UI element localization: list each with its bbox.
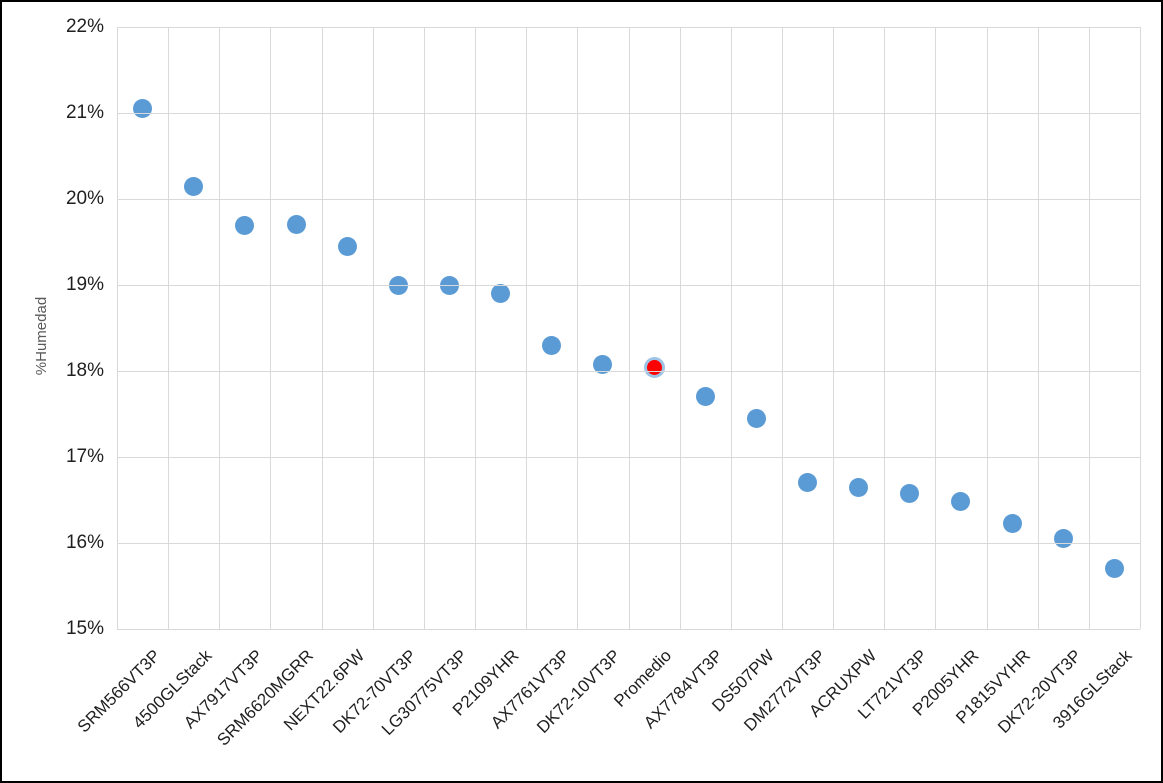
v-gridline — [475, 27, 476, 629]
v-gridline — [219, 27, 220, 629]
v-gridline — [731, 27, 732, 629]
data-point — [900, 483, 920, 503]
data-point — [235, 216, 255, 236]
data-point — [951, 492, 971, 512]
y-tick-label: 18% — [65, 360, 104, 381]
v-gridline — [168, 27, 169, 629]
v-gridline — [1038, 27, 1039, 629]
h-gridline — [117, 629, 1140, 630]
v-gridline — [680, 27, 681, 629]
v-gridline — [935, 27, 936, 629]
h-gridline — [117, 199, 1140, 200]
data-point — [184, 176, 204, 196]
v-gridline — [117, 27, 118, 629]
y-tick-label: 17% — [65, 446, 104, 467]
data-point — [286, 215, 306, 235]
data-point — [1053, 529, 1073, 549]
v-gridline — [1140, 27, 1141, 629]
h-gridline — [117, 457, 1140, 458]
v-gridline — [373, 27, 374, 629]
v-gridline — [322, 27, 323, 629]
v-gridline — [629, 27, 630, 629]
h-gridline — [117, 371, 1140, 372]
y-tick-label: 22% — [65, 16, 104, 37]
h-gridline — [117, 113, 1140, 114]
h-gridline — [117, 27, 1140, 28]
data-point — [798, 473, 818, 493]
v-gridline — [1089, 27, 1090, 629]
v-gridline — [526, 27, 527, 629]
v-gridline — [987, 27, 988, 629]
v-gridline — [577, 27, 578, 629]
data-point-highlight — [643, 357, 665, 379]
data-point — [746, 408, 766, 428]
data-point — [593, 355, 613, 375]
h-gridline — [117, 285, 1140, 286]
v-gridline — [833, 27, 834, 629]
y-tick-label: 19% — [65, 274, 104, 295]
data-point — [849, 477, 869, 497]
y-tick-label: 21% — [65, 102, 104, 123]
data-point — [695, 387, 715, 407]
data-point — [542, 335, 562, 355]
data-point — [337, 236, 357, 256]
y-tick-label: 15% — [65, 618, 104, 639]
data-point — [1002, 513, 1022, 533]
v-gridline — [884, 27, 885, 629]
y-tick-label: 16% — [65, 532, 104, 553]
v-gridline — [782, 27, 783, 629]
v-gridline — [424, 27, 425, 629]
data-point — [491, 284, 511, 304]
h-gridline — [117, 543, 1140, 544]
v-gridline — [270, 27, 271, 629]
y-tick-label: 20% — [65, 188, 104, 209]
data-point — [1104, 559, 1124, 579]
